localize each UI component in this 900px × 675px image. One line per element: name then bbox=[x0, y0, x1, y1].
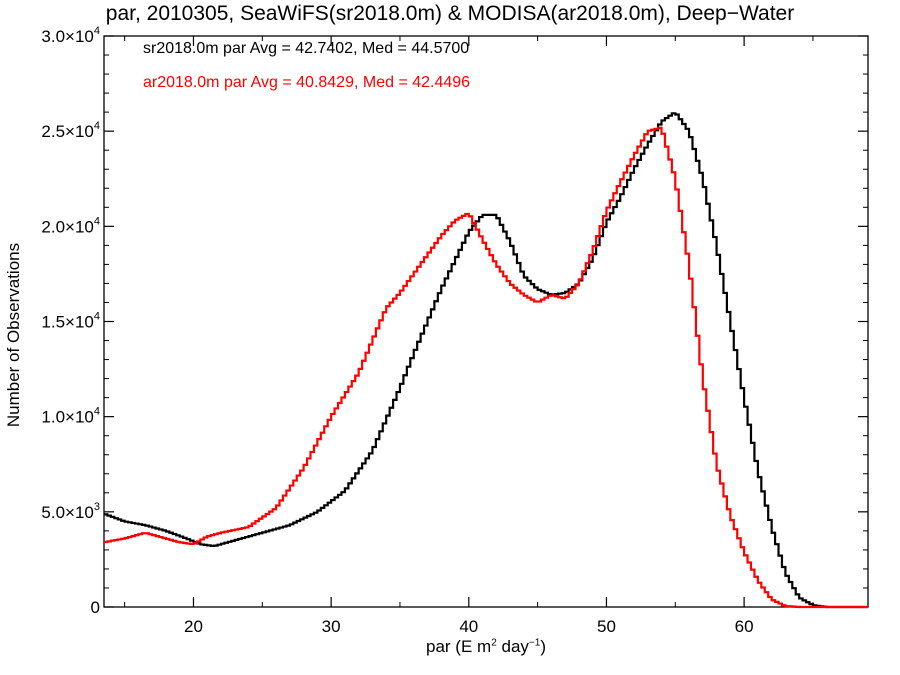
series-line-ar2018 bbox=[104, 126, 868, 609]
x-tick-label-60: 60 bbox=[735, 617, 754, 636]
stats-line-sr: sr2018.0m par Avg = 42.7402, Med = 44.57… bbox=[143, 40, 470, 57]
y-tick-label-25000: 2.5×104 bbox=[41, 120, 100, 141]
x-tick-label-30: 30 bbox=[322, 617, 341, 636]
chart-title: par, 2010305, SeaWiFS(sr2018.0m) & MODIS… bbox=[105, 2, 795, 25]
stats-line-ar: ar2018.0m par Avg = 40.8429, Med = 42.44… bbox=[143, 74, 471, 91]
y-tick-label-10000: 1.0×104 bbox=[41, 406, 100, 427]
y-tick-label-0: 0 bbox=[91, 598, 100, 617]
plot-frame bbox=[103, 35, 869, 608]
y-tick-label-30000: 3.0×104 bbox=[41, 25, 100, 46]
x-tick-label-50: 50 bbox=[597, 617, 616, 636]
y-tick-label-20000: 2.0×104 bbox=[41, 215, 100, 236]
x-axis-label: par (E m2 day−1) bbox=[426, 637, 546, 656]
y-tick-label-5000: 5.0×103 bbox=[41, 501, 100, 522]
x-tick-label-20: 20 bbox=[184, 617, 203, 636]
y-tick-label-15000: 1.5×104 bbox=[41, 311, 100, 332]
x-tick-label-40: 40 bbox=[459, 617, 478, 636]
series-line-sr2018 bbox=[104, 112, 868, 609]
